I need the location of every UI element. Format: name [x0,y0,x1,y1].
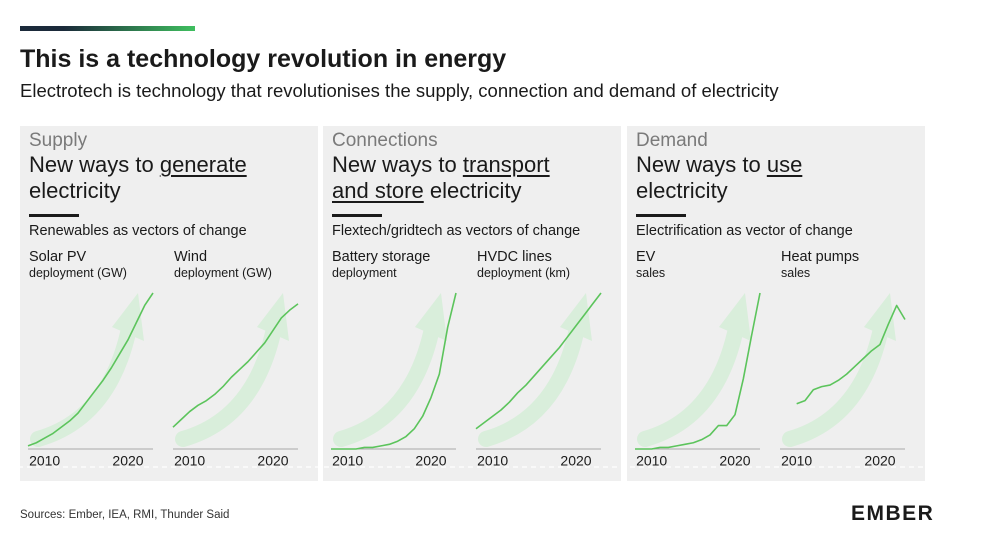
chart: 2010 2020 [331,292,457,469]
data-line [331,292,457,450]
x-tick-label: 2020 [560,453,591,469]
panel-label: Supply [29,130,88,151]
trend-arrow-head [257,293,289,341]
x-tick-label: 2020 [864,453,895,469]
data-line [172,303,299,428]
data-line [27,292,154,447]
heading-text: New ways to [332,152,463,177]
heading-emphasis: generate [159,152,247,177]
panel: Connections New ways to transport and sto… [323,126,621,481]
trend-arrow [637,325,743,447]
trend-arrow-head [864,293,896,341]
chart-subtitle: deployment (GW) [174,266,272,280]
heading-text: New ways to [29,152,160,177]
data-line [796,304,906,405]
chart-title: Battery storage [332,249,431,265]
trend-arrow-head [560,293,592,341]
x-tick-label: 2010 [781,453,812,469]
x-tick-label: 2020 [257,453,288,469]
x-tick-label: 2020 [112,453,143,469]
trend-arrow [333,325,439,447]
chart-subtitle: deployment (GW) [29,266,127,280]
chart-title: EV [636,249,656,265]
panel-label: Demand [636,130,708,151]
x-tick-label: 2010 [636,453,667,469]
x-tick-label: 2020 [719,453,750,469]
rule [636,214,686,217]
accent-bar [20,26,195,31]
heading-text: electricity [29,178,121,203]
x-tick-label: 2020 [415,453,446,469]
heading-text: electricity [423,178,522,203]
data-line [475,292,602,430]
chart-subtitle: deployment [332,266,397,280]
rule [332,214,382,217]
heading-emphasis: transport and store [332,152,550,203]
chart-subtitle: sales [781,266,811,280]
trend-arrow [782,325,888,447]
heading-text: electricity [636,178,728,203]
chart-subtitle: deployment (km) [477,266,571,280]
chart-title: Solar PV [29,249,87,265]
trend-arrow [30,325,136,447]
chart-title: HVDC lines [477,249,552,265]
subtitle: Electrotech is technology that revolutio… [20,80,779,101]
panel-heading: New ways to use electricity [636,152,896,204]
rule [29,214,79,217]
x-tick-label: 2010 [332,453,363,469]
panel-heading: New ways to transport and store electric… [332,152,592,204]
trend-arrow-head [415,293,447,341]
trend-arrow-head [719,293,751,341]
chart: 2010 2020 [475,292,602,469]
heading-emphasis: use [766,152,803,177]
chart-title: Heat pumps [781,249,860,265]
trend-arrow [478,325,584,447]
x-tick-label: 2010 [29,453,60,469]
panel-caption: Flextech/gridtech as vectors of change [332,223,581,239]
panel: Demand New ways to use electricity Electri… [627,126,925,481]
panel-label: Connections [332,130,438,151]
chart-title: Wind [174,249,208,265]
panel-caption: Renewables as vectors of change [29,223,247,239]
title: This is a technology revolution in energ… [20,45,507,73]
chart: 2010 2020 [27,292,154,469]
panel: Supply New ways to generate electricity Re… [20,126,318,481]
heading-text: New ways to [636,152,767,177]
chart-subtitle: sales [636,266,666,280]
chart: 2010 2020 [635,292,761,469]
data-line [635,292,761,450]
trend-arrow [175,325,281,447]
trend-arrow-head [112,293,144,341]
sources: Sources: Ember, IEA, RMI, Thunder Said [20,509,230,521]
panel-heading: New ways to generate electricity [29,152,289,204]
x-tick-label: 2010 [174,453,205,469]
panel-caption: Electrification as vector of change [636,223,853,239]
chart: 2010 2020 [780,293,906,469]
x-tick-label: 2010 [477,453,508,469]
chart: 2010 2020 [172,293,299,469]
logo: EMBER [851,502,935,525]
